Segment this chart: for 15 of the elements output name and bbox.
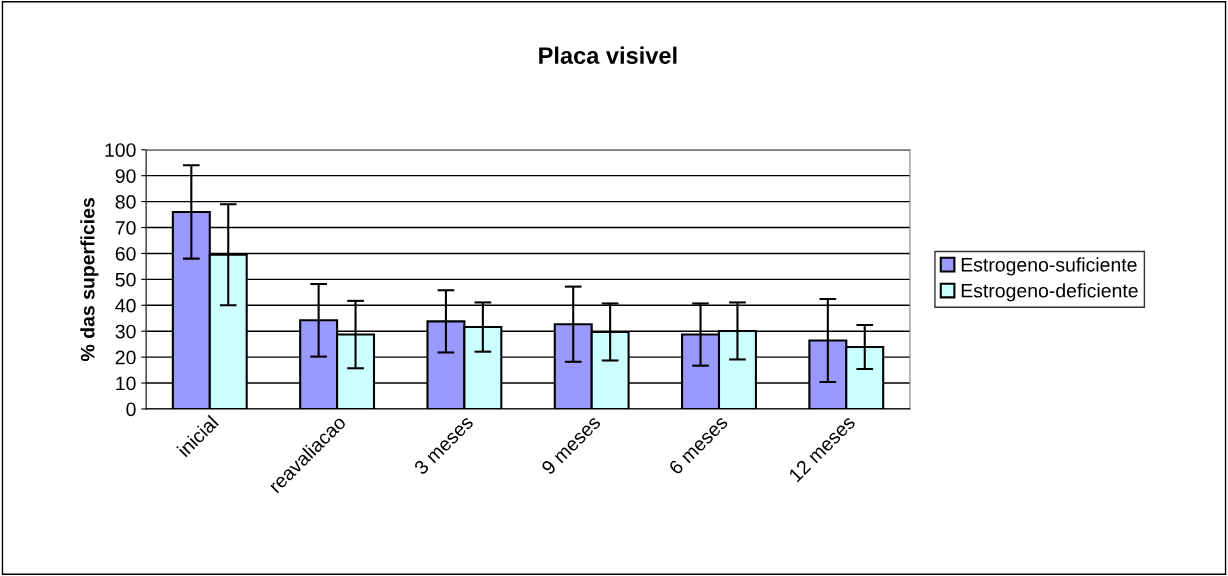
y-tick-label: 50 [115, 272, 136, 287]
chart-title: Placa visivel [539, 46, 677, 64]
y-tick-label: 100 [105, 143, 136, 157]
y-tick-label: 60 [115, 246, 136, 261]
y-tick-label: 90 [115, 169, 136, 183]
y-tick-label: 0 [126, 402, 136, 417]
legend-label: Estrogeno-deficiente [961, 283, 1138, 302]
y-tick-label: 70 [115, 220, 136, 235]
y-axis-title: % das superficies [80, 198, 99, 362]
y-tick-label: 20 [115, 350, 136, 365]
y-tick-label: 10 [116, 376, 136, 391]
y-tick-label: 40 [115, 298, 136, 313]
y-tick-label: 80 [115, 195, 136, 209]
legend-label: Estrogeno-suficiente [961, 257, 1137, 276]
y-tick-label: 30 [115, 324, 136, 339]
